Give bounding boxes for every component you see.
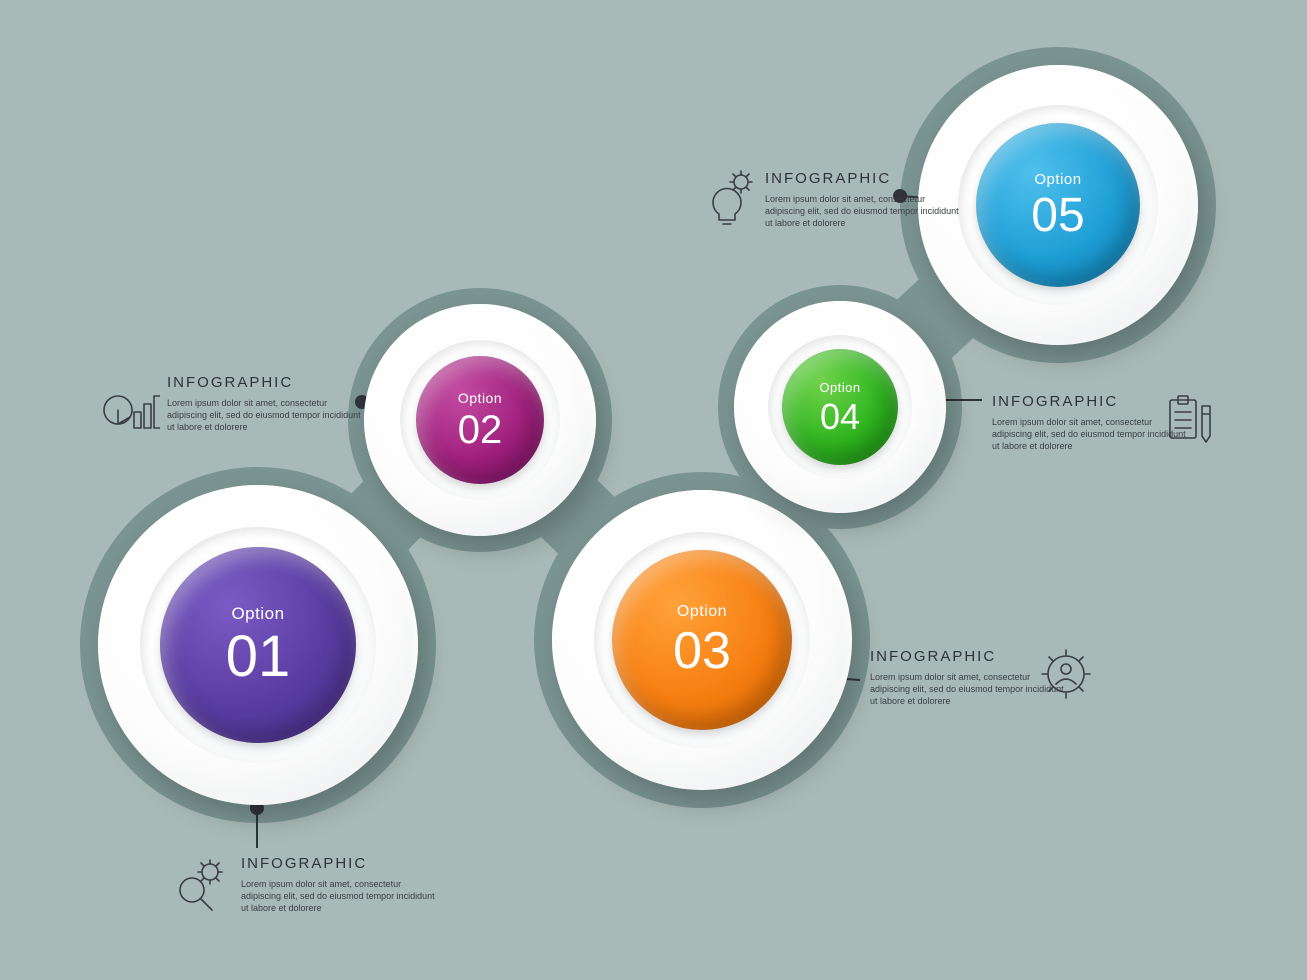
pie-bars-icon xyxy=(100,374,160,434)
step-number: 01 xyxy=(226,628,291,686)
callout-body: Lorem ipsum dolor sit amet, consectetur … xyxy=(167,397,367,433)
gear-person-icon xyxy=(1036,644,1096,704)
leader-line xyxy=(245,796,269,860)
step-label: Option xyxy=(458,390,502,406)
step-badge-04: Option 04 xyxy=(782,349,898,465)
callout-title: INFOGRAPHIC xyxy=(241,855,441,872)
step-number: 04 xyxy=(820,399,860,435)
callout-body: Lorem ipsum dolor sit amet, consectetur … xyxy=(765,193,965,229)
clipboard-edit-icon xyxy=(1158,388,1218,448)
step-label: Option xyxy=(231,604,284,624)
step-badge-01: Option 01 xyxy=(160,547,356,743)
callout-title: INFOGRAPHIC xyxy=(167,374,367,391)
step-label: Option xyxy=(819,380,860,395)
callout-body: Lorem ipsum dolor sit amet, consectetur … xyxy=(241,878,441,914)
step-number: 05 xyxy=(1031,192,1084,240)
gear-search-icon xyxy=(170,852,230,912)
callout-n2: INFOGRAPHIC Lorem ipsum dolor sit amet, c… xyxy=(167,374,367,433)
infographic-canvas: Option 01 Option 02 Option 03 Option 04 Option 05… xyxy=(0,0,1307,980)
bulb-gear-icon xyxy=(697,166,757,226)
step-badge-05: Option 05 xyxy=(976,123,1140,287)
step-label: Option xyxy=(677,603,727,621)
step-badge-03: Option 03 xyxy=(612,550,792,730)
step-number: 02 xyxy=(458,410,503,450)
callout-title: INFOGRAPHIC xyxy=(765,170,965,187)
step-label: Option xyxy=(1034,171,1081,188)
step-number: 03 xyxy=(673,625,731,677)
callout-n1: INFOGRAPHIC Lorem ipsum dolor sit amet, c… xyxy=(241,855,441,914)
step-badge-02: Option 02 xyxy=(416,356,544,484)
callout-n5: INFOGRAPHIC Lorem ipsum dolor sit amet, c… xyxy=(765,170,965,229)
